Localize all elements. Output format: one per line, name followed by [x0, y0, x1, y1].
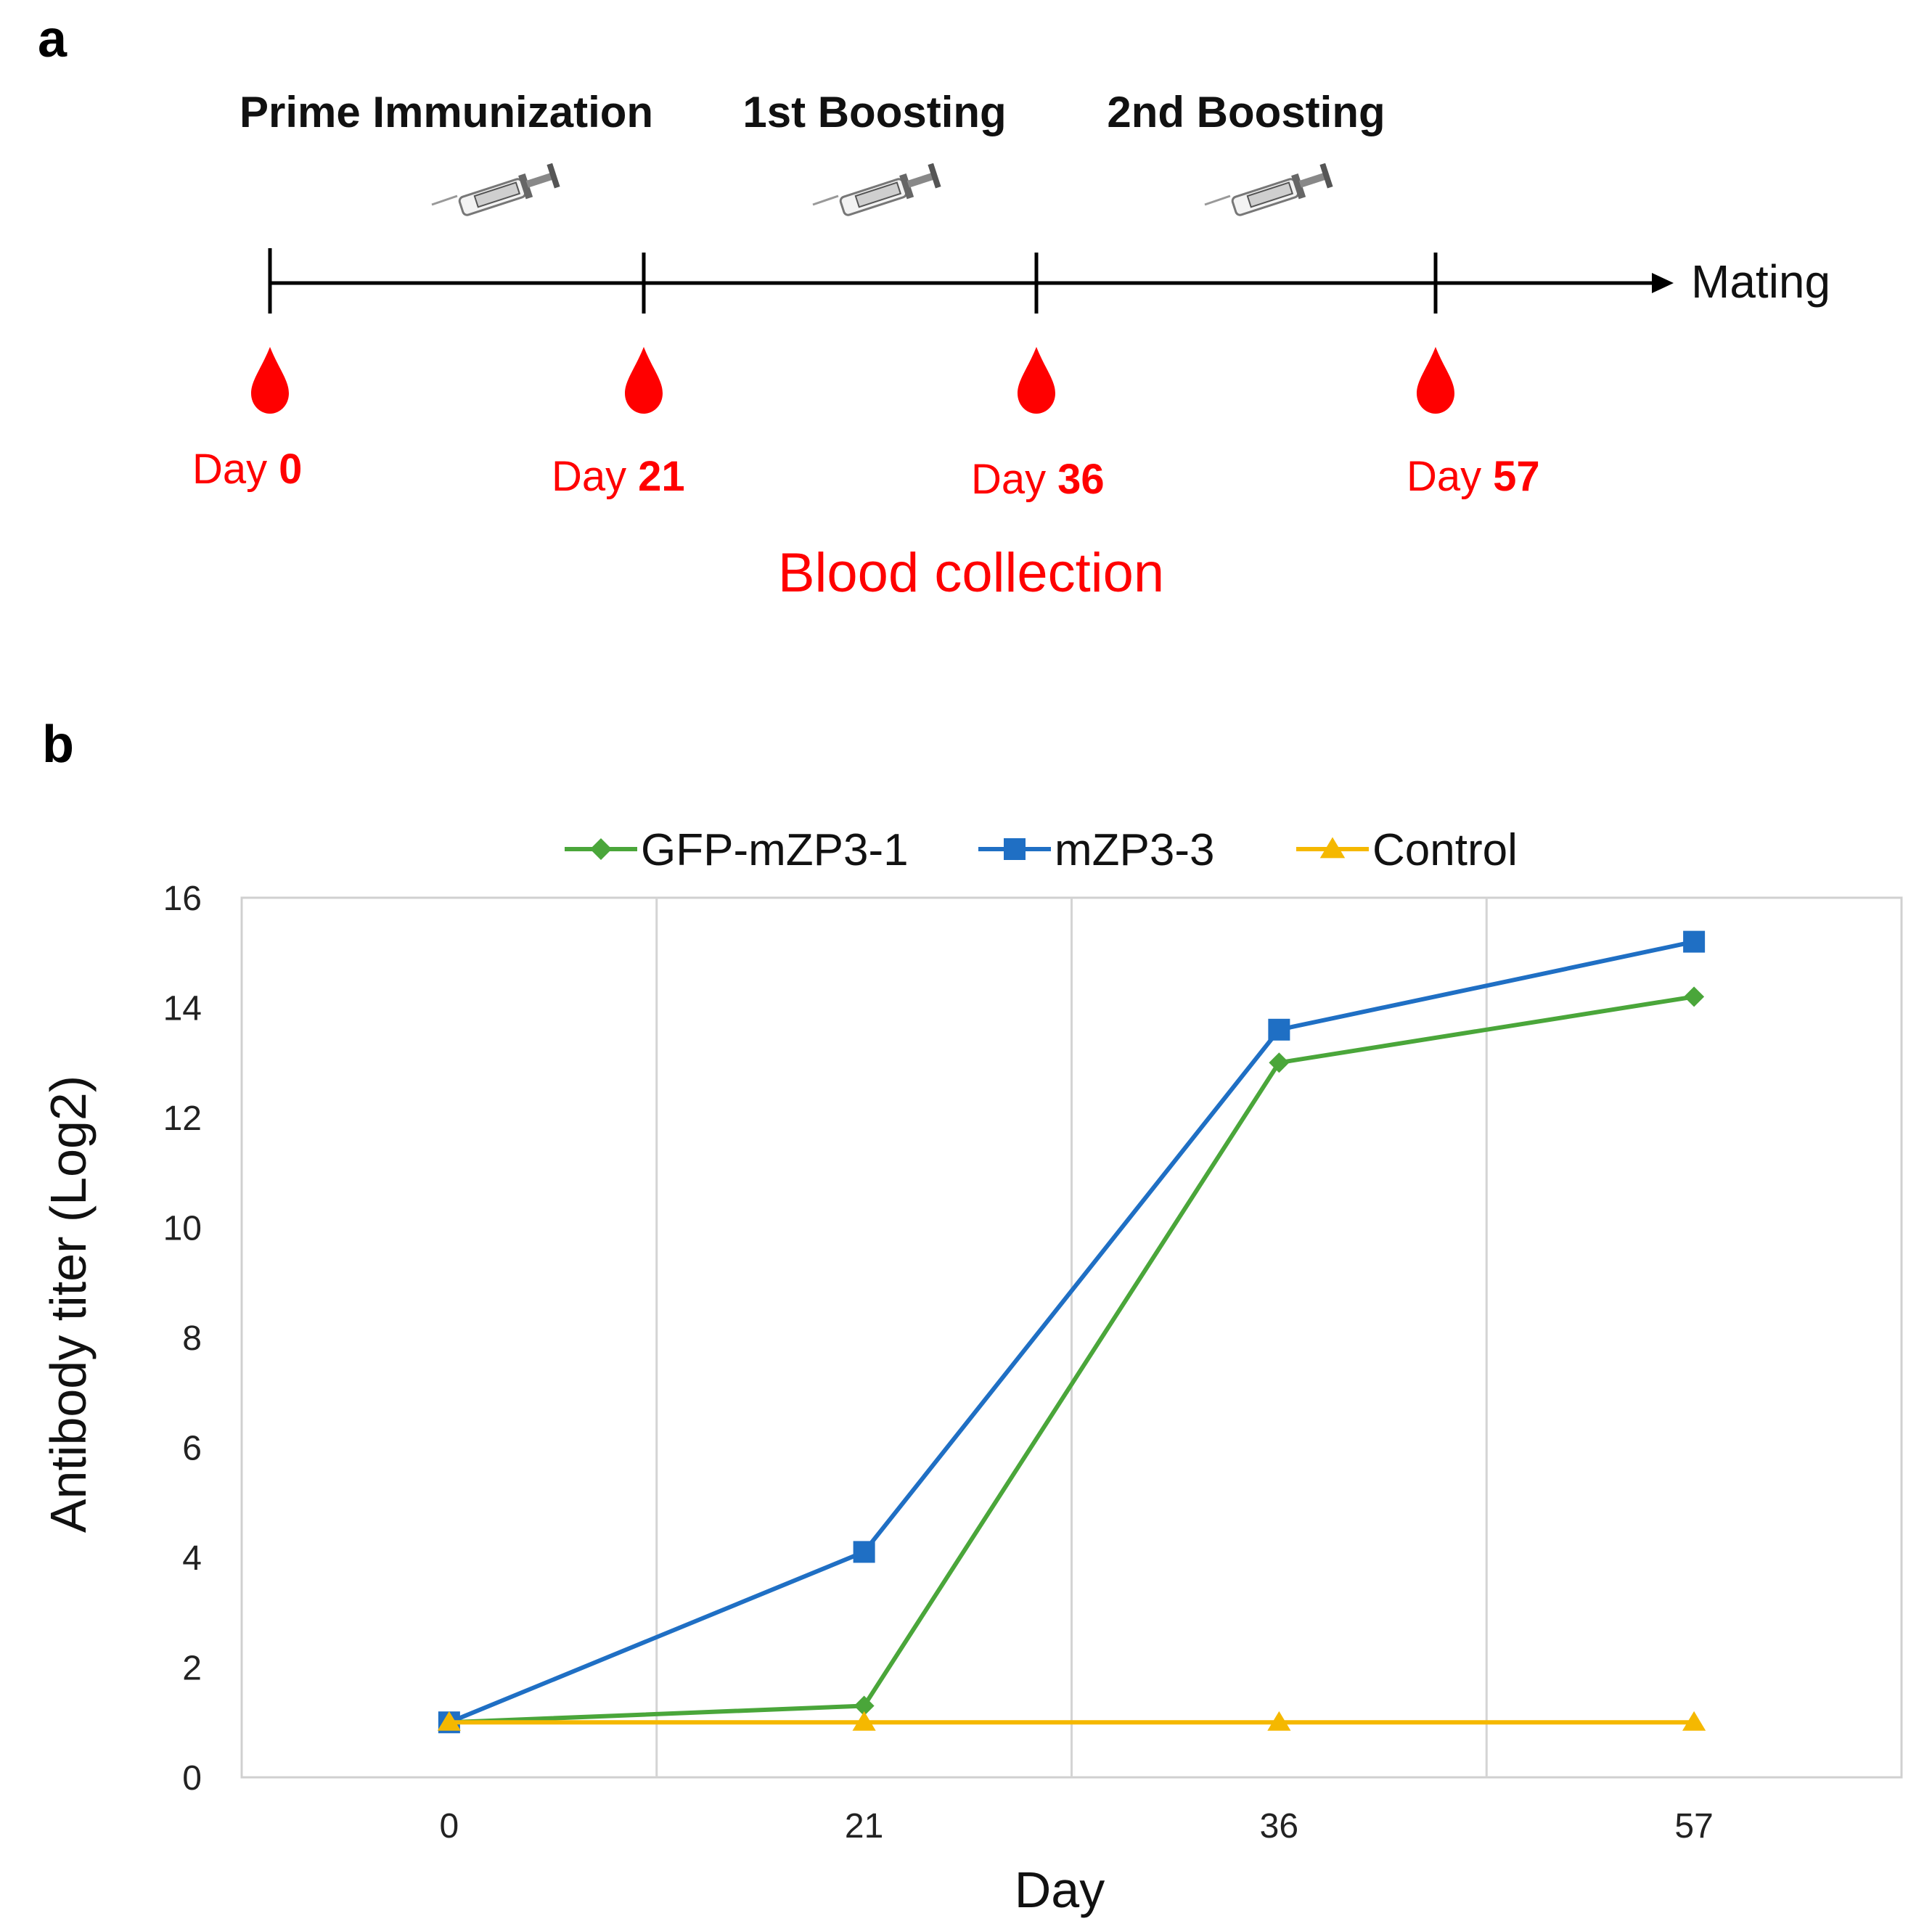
legend-label-mzp3-3: mZP3-3	[1055, 825, 1214, 875]
y-tick-label: 12	[163, 1099, 202, 1138]
data-point-control	[1267, 1711, 1291, 1731]
y-tick-label: 8	[182, 1319, 202, 1358]
mating-label: Mating	[1691, 255, 1830, 308]
y-tick-label: 14	[163, 990, 202, 1028]
y-tick-label: 2	[182, 1650, 202, 1688]
blood-collection-caption: Blood collection	[778, 542, 1164, 604]
panel-a: a Prime Immunization 1st Boosting 2nd Bo…	[38, 10, 1830, 604]
y-tick-label: 4	[182, 1539, 202, 1578]
data-point-mzp3-3	[853, 1541, 875, 1563]
data-point-control	[437, 1711, 461, 1731]
data-point-gfp-mzp3-1	[1684, 986, 1705, 1007]
legend-marker-gfp-mzp3-1	[590, 838, 612, 860]
y-tick-label: 10	[163, 1210, 202, 1248]
legend-item-control: Control	[1296, 825, 1518, 875]
timeline	[268, 248, 1674, 314]
gridlines	[655, 898, 1488, 1777]
data-point-gfp-mzp3-1	[854, 1695, 875, 1716]
step-prime-immunization: Prime Immunization	[240, 88, 653, 136]
data-point-control	[852, 1711, 876, 1731]
chart-legend: GFP-mZP3-1 mZP3-3 Control	[565, 825, 1518, 875]
legend-label-control: Control	[1372, 825, 1518, 875]
y-tick-label: 6	[182, 1430, 202, 1468]
x-tick-label: 36	[1260, 1807, 1298, 1846]
syringe-icon	[811, 162, 943, 218]
syringe-icon	[430, 162, 562, 218]
data-point-gfp-mzp3-1	[1269, 1052, 1290, 1073]
day-label-57: Day 57	[1407, 453, 1540, 500]
legend-item-mzp3-3: mZP3-3	[978, 825, 1214, 875]
series-line-mzp3-3	[448, 939, 1695, 1725]
step-2nd-boosting: 2nd Boosting	[1107, 88, 1385, 136]
legend-label-gfp-mzp3-1: GFP-mZP3-1	[641, 825, 909, 875]
y-axis-ticks: 0 2 4 6 8 10 12 14 16	[163, 880, 202, 1798]
panel-b-letter: b	[42, 716, 74, 774]
series-line-gfp-mzp3-1	[449, 994, 1695, 1725]
data-point-mzp3-3	[1683, 930, 1706, 953]
x-axis-ticks: 0 21 36 57	[440, 1807, 1714, 1846]
legend-marker-mzp3-3	[1004, 838, 1026, 860]
day-label-36: Day 36	[971, 456, 1105, 503]
x-tick-label: 57	[1674, 1807, 1713, 1846]
day-label-21: Day 21	[552, 453, 685, 500]
series-layer	[437, 930, 1706, 1734]
syringe-icon	[1203, 162, 1335, 218]
blood-drop-icon	[251, 347, 289, 414]
data-point-control	[1682, 1711, 1706, 1731]
blood-drop-icon	[1018, 347, 1055, 414]
panel-a-letter: a	[38, 10, 67, 68]
data-point-mzp3-3	[1268, 1018, 1290, 1041]
legend-item-gfp-mzp3-1: GFP-mZP3-1	[565, 825, 909, 875]
day-label-0: Day 0	[192, 446, 302, 493]
x-axis-title: Day	[1015, 1862, 1105, 1918]
blood-drop-icon	[1417, 347, 1454, 414]
x-tick-label: 0	[440, 1807, 459, 1846]
panel-b: b GFP-mZP3-1 mZP3-3 Control 0246810121416 …	[40, 716, 1903, 1918]
legend-marker-control	[1319, 837, 1346, 859]
y-tick-label: 0	[182, 1759, 202, 1798]
step-1st-boosting: 1st Boosting	[742, 88, 1006, 136]
x-tick-label: 21	[845, 1807, 883, 1846]
y-tick-label: 16	[163, 880, 202, 918]
blood-drop-icon	[625, 347, 663, 414]
series-control	[437, 1711, 1706, 1731]
y-axis-title: Antibody titer (Log2)	[40, 1076, 97, 1533]
